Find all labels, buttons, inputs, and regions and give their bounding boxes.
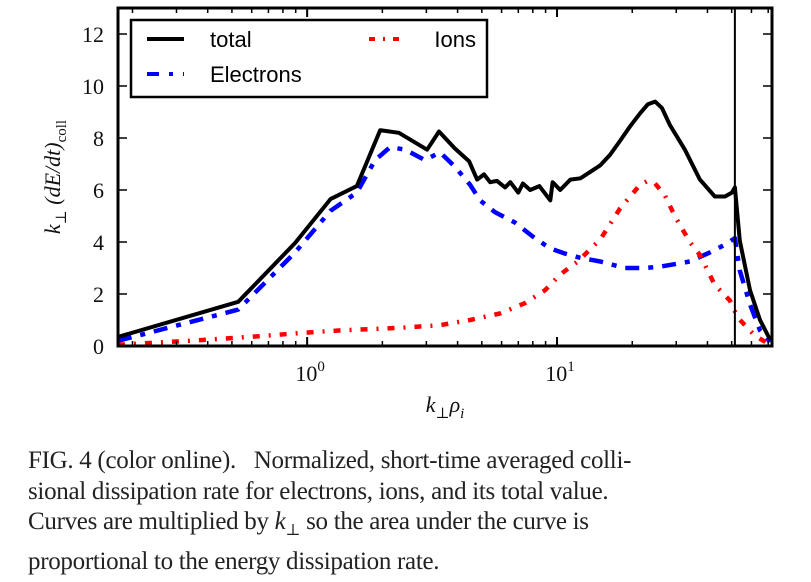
y-tick-label: 4 [93, 230, 104, 255]
plot-frame [116, 6, 774, 348]
x-tick-label-0: 100 [295, 359, 325, 386]
caption-line-3: Curves are multiplied by k⊥ so the area … [28, 508, 589, 539]
y-tick-labels: 0 2 4 6 8 10 12 [82, 22, 104, 359]
legend-label-total: total [210, 27, 252, 52]
series-line-electrons [118, 144, 772, 344]
svg-text:101: 101 [545, 359, 575, 386]
y-tick-label: 8 [93, 126, 104, 151]
legend: total Electrons Ions [129, 18, 489, 99]
svg-text:100: 100 [295, 359, 325, 386]
y-tick-label: 10 [82, 74, 104, 99]
legend-label-electrons: Electrons [210, 62, 302, 87]
y-tick-label: 12 [82, 22, 104, 47]
caption-line-4: proportional to the energy dissipation r… [28, 547, 440, 575]
y-axis-label: k⊥ (dE/dt)coll [40, 120, 70, 234]
y-tick-label: 2 [93, 282, 104, 307]
x-axis-label: k⊥ρi [426, 392, 465, 422]
figure-caption: FIG. 4 (color online). Normalized, short… [28, 446, 786, 577]
ticks-layer [118, 8, 772, 347]
legend-label-ions: Ions [434, 27, 476, 52]
series-line-total [118, 99, 772, 341]
caption-line-2: sional dissipation rate for electrons, i… [28, 477, 609, 505]
caption-line-1: FIG. 4 (color online). Normalized, short… [28, 447, 632, 474]
y-tick-label: 6 [93, 178, 104, 203]
x-tick-label-1: 101 [545, 359, 575, 386]
chart: 0 2 4 6 8 10 12 100 101 k⊥ρi k⊥ (dE/dt)coll to… [40, 6, 774, 422]
y-tick-label: 0 [93, 334, 104, 359]
series-layer [118, 99, 772, 346]
legend-box [129, 18, 489, 99]
